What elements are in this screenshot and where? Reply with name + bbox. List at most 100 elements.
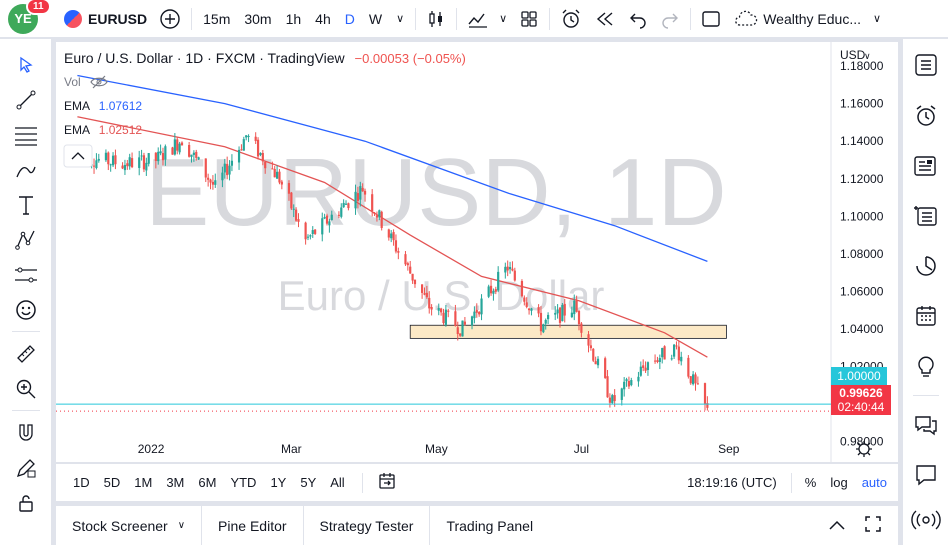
undo-button[interactable]: [622, 0, 654, 38]
lock-tool[interactable]: [0, 485, 51, 520]
replay-button[interactable]: [588, 0, 622, 38]
ema-short-legend[interactable]: EMA 1.02512: [64, 123, 142, 137]
candle-body: [527, 308, 531, 311]
calendar-notes-button[interactable]: [903, 191, 948, 241]
chevron-down-icon: ∨: [873, 13, 882, 25]
range-6m[interactable]: 6M: [198, 475, 217, 490]
percent-toggle[interactable]: %: [804, 475, 817, 490]
avatar[interactable]: YE 11: [8, 0, 51, 34]
range-5d[interactable]: 5D: [103, 475, 121, 490]
maximize-panel-button[interactable]: [864, 515, 882, 536]
auto-toggle[interactable]: auto: [861, 475, 887, 490]
candle-body: [703, 383, 707, 404]
separator: [690, 7, 692, 30]
tab-strategy-tester[interactable]: Strategy Tester: [304, 506, 431, 545]
ideas-button[interactable]: [903, 341, 948, 391]
range-all[interactable]: All: [330, 475, 345, 490]
interval-1h[interactable]: 1h: [285, 10, 302, 27]
collapse-panel-button[interactable]: [828, 518, 846, 534]
collapse-legend[interactable]: [63, 144, 93, 168]
redo-button[interactable]: [654, 0, 686, 38]
grid-icon: [521, 10, 537, 27]
range-1y[interactable]: 1Y: [270, 475, 287, 490]
range-1m[interactable]: 1M: [134, 475, 153, 490]
emoji-tool[interactable]: [0, 292, 51, 327]
volume-legend[interactable]: Vol: [64, 75, 109, 89]
streams-button[interactable]: [903, 450, 948, 500]
time-tick-label: 2022: [138, 442, 165, 456]
trendline-tool[interactable]: [0, 82, 51, 117]
tab-pine-editor[interactable]: Pine Editor: [202, 506, 304, 545]
watchlist-button[interactable]: [903, 39, 948, 91]
candle-body: [423, 293, 426, 295]
candle-body: [159, 151, 162, 154]
news-button[interactable]: [903, 141, 948, 191]
collapse-button[interactable]: [63, 144, 93, 168]
candle-body: [544, 319, 547, 324]
data-window-button[interactable]: [903, 241, 948, 291]
candle-body: [223, 163, 226, 173]
symbol-search[interactable]: EURUSD: [58, 0, 153, 38]
candle-body: [613, 395, 616, 402]
stay-drawing-tool[interactable]: [0, 450, 51, 485]
zoom-tool[interactable]: [0, 371, 51, 406]
candle-body: [114, 155, 117, 165]
price-tick-label: 0.98000: [840, 435, 884, 449]
interval-15m[interactable]: 15m: [203, 10, 231, 27]
range-ytd[interactable]: YTD: [230, 475, 257, 490]
cursor-tool[interactable]: [0, 47, 51, 82]
chevron-down-icon[interactable]: ∨: [864, 51, 871, 61]
clock-timezone[interactable]: 18:19:16 (UTC): [687, 475, 777, 490]
fullscreen-button[interactable]: [695, 0, 727, 38]
candle-body: [387, 229, 390, 238]
measure-tool[interactable]: [0, 336, 51, 371]
chevron-down-icon[interactable]: ∨: [396, 13, 405, 25]
candle-body: [630, 380, 633, 386]
range-5y[interactable]: 5Y: [300, 475, 317, 490]
fib-tool[interactable]: [0, 117, 51, 152]
prediction-tool[interactable]: [0, 257, 51, 292]
candle-body: [672, 344, 676, 357]
candle-body: [361, 187, 364, 192]
pattern-tool[interactable]: [0, 222, 51, 257]
candle-body: [570, 312, 573, 318]
tab-trading-panel[interactable]: Trading Panel: [430, 506, 549, 545]
magnet-tool[interactable]: [0, 415, 51, 450]
calendar-button[interactable]: [903, 291, 948, 341]
interval-w[interactable]: W: [368, 10, 383, 27]
brush-tool[interactable]: [0, 152, 51, 187]
chart-type-button[interactable]: [420, 0, 452, 38]
interval-d[interactable]: D: [344, 10, 355, 27]
ema-long-legend[interactable]: EMA 1.07612: [64, 99, 142, 113]
range-3m[interactable]: 3M: [166, 475, 185, 490]
alert-button[interactable]: [554, 0, 588, 38]
eye-off-icon[interactable]: [89, 75, 109, 89]
settings-gear[interactable]: [856, 441, 872, 457]
candle-body: [140, 155, 143, 157]
chart-panel[interactable]: EURUSD, 1D Euro / U.S. Dollar 1.18000 1.1…: [56, 42, 898, 462]
support-zone[interactable]: [409, 324, 727, 339]
range-1d[interactable]: 1D: [73, 475, 90, 490]
candle-body: [646, 362, 650, 371]
compare-button[interactable]: [153, 0, 187, 38]
candle-body: [653, 360, 657, 362]
interval-30m[interactable]: 30m: [244, 10, 272, 27]
candle-body: [404, 254, 407, 265]
candle-body: [197, 157, 200, 160]
text-tool[interactable]: [0, 187, 51, 222]
candle-body: [440, 308, 443, 313]
layout-menu[interactable]: Wealthy Educ... ∨: [727, 0, 885, 38]
broadcast-button[interactable]: [903, 500, 948, 540]
templates-button[interactable]: [513, 0, 545, 38]
price-chart[interactable]: EURUSD, 1D Euro / U.S. Dollar 1.180001.1…: [56, 42, 898, 462]
interval-4h[interactable]: 4h: [315, 10, 331, 27]
candle-body: [221, 172, 224, 181]
goto-date-button[interactable]: [377, 472, 397, 493]
tab-stock-screener[interactable]: Stock Screener ∨: [56, 506, 203, 545]
log-toggle[interactable]: log: [830, 475, 848, 490]
candle-body: [627, 380, 631, 387]
currency-label[interactable]: USD: [840, 48, 866, 62]
indicators-button[interactable]: ∨: [461, 0, 513, 38]
chats-button[interactable]: [903, 400, 948, 450]
alerts-button[interactable]: [903, 91, 948, 141]
